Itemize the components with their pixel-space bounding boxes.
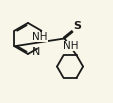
Text: NH: NH (32, 32, 47, 42)
Text: NH: NH (62, 41, 78, 51)
Text: N: N (32, 47, 40, 57)
Text: S: S (72, 21, 80, 31)
